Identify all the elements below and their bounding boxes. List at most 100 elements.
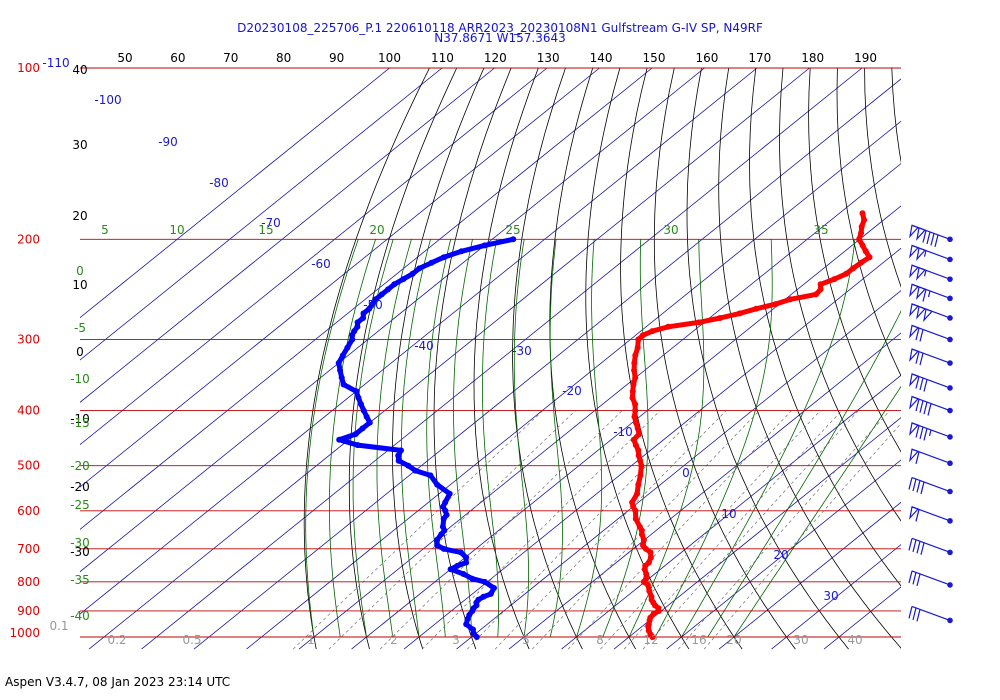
dewpoint-point [354, 442, 361, 449]
temperature-point [632, 374, 639, 381]
mixing-ratio-label: 12 [643, 633, 658, 647]
temperature-point [630, 436, 637, 443]
height-label: -20 [70, 480, 90, 494]
isotherm-line [718, 501, 901, 650]
dewpoint-point [416, 265, 423, 272]
wind-barb [909, 422, 953, 441]
wind-barb-full [915, 509, 920, 522]
dry-adiabat-line [944, 42, 1000, 649]
temperature-point [817, 286, 824, 293]
isotherm-line [666, 459, 901, 650]
dry-adiabat-label: 35 [813, 223, 828, 237]
wind-barb-full [908, 477, 913, 490]
mixing-ratio-label: 40 [847, 633, 862, 647]
dewpoint-point [354, 319, 361, 326]
dewpoint-point [439, 523, 446, 530]
dry-adiabat-line [653, 68, 796, 650]
wind-barb [909, 283, 953, 302]
dewpoint-point [363, 413, 370, 420]
pressure-label: 100 [17, 61, 40, 75]
isotherm-label: 0 [682, 466, 690, 480]
dry-adiabat-line [836, 68, 901, 377]
mixing-ratio-label: 3 [452, 633, 460, 647]
wind-barb-pennant [909, 283, 920, 298]
wind-barb-full [915, 327, 920, 341]
height-label: -30 [70, 545, 90, 559]
temperature-point [859, 210, 866, 217]
isotherm-lines [80, 68, 901, 650]
wind-barb-full [922, 289, 927, 302]
temperature-point [632, 442, 639, 449]
top-axis-label: 180 [801, 51, 824, 65]
isotherm-label: -100 [94, 93, 121, 107]
moist-adiabat-label: -35 [70, 573, 90, 587]
dewpoint-point [475, 596, 482, 603]
dry-adiabat-line [585, 68, 690, 650]
dewpoint-point [440, 545, 447, 552]
mixing-ratio-label: 16 [691, 633, 706, 647]
isotherm-label: -80 [209, 176, 229, 190]
height-label: 0 [76, 345, 84, 359]
height-label: -10 [70, 412, 90, 426]
top-axis-label: 130 [537, 51, 560, 65]
dewpoint-point [337, 367, 344, 374]
wind-barb-full [926, 231, 931, 245]
height-label: 40 [72, 63, 87, 77]
chart-subtitle: N37.8671 W157.3643 [434, 31, 566, 45]
wind-barb-full [916, 609, 921, 622]
dry-adiabat-line [686, 68, 849, 650]
pressure-label: 500 [17, 459, 40, 473]
wind-barb-full [912, 539, 917, 552]
temperature-point [631, 360, 638, 366]
isotherm-label: -30 [512, 344, 532, 358]
moist-adiabat-line [426, 239, 452, 638]
wind-barb-pennant [909, 373, 920, 387]
temperature-point [717, 315, 724, 321]
dewpoint-point [428, 259, 435, 266]
dewpoint-point [366, 419, 373, 426]
wind-barb-full [927, 403, 932, 416]
dewpoint-point [385, 286, 391, 293]
wind-barb-full [908, 538, 913, 551]
temperature-point [635, 452, 642, 459]
wind-barb-full [915, 376, 920, 389]
temperature-point [636, 431, 643, 438]
temperature-point [646, 588, 653, 594]
wind-barb-pennant [909, 448, 920, 463]
dewpoint-point [378, 291, 385, 298]
temperature-point [859, 242, 866, 249]
temperature-point [649, 328, 656, 335]
temperature-point [634, 425, 641, 432]
temperature-point [647, 549, 654, 556]
temperature-point [629, 394, 636, 401]
isotherm-label: 20 [773, 548, 788, 562]
dry-adiabat-line [779, 68, 901, 522]
wind-barb-station [947, 488, 953, 495]
dewpoint-point [487, 590, 494, 597]
wind-barb-station [947, 276, 953, 282]
isotherm-line [88, 68, 810, 650]
dewpoint-point [457, 549, 464, 556]
moist-adiabat-label: -15 [70, 416, 90, 430]
temperature-point [813, 291, 819, 298]
dry-adiabat-line [549, 68, 637, 650]
top-axis-label: 170 [748, 51, 771, 65]
wind-barb-full [916, 573, 921, 587]
top-axis-label: 110 [431, 51, 454, 65]
wind-barb-full [919, 426, 924, 440]
wind-barb-half [928, 429, 932, 437]
wind-barb-full [915, 425, 920, 438]
isotherm-line [508, 332, 901, 650]
dewpoint-point [398, 447, 404, 454]
wind-barb-station [947, 315, 953, 321]
temperature-point [640, 536, 647, 543]
dewpoint-point [463, 621, 470, 628]
isotherm-line [298, 163, 901, 650]
isotherm-label: 10 [721, 507, 736, 521]
dewpoint-point [460, 571, 467, 577]
dewpoint-point [454, 562, 461, 569]
temperature-series [629, 210, 873, 640]
temperature-point [787, 296, 794, 303]
isotherm-line [403, 247, 901, 650]
pressure-label: 200 [17, 232, 40, 246]
